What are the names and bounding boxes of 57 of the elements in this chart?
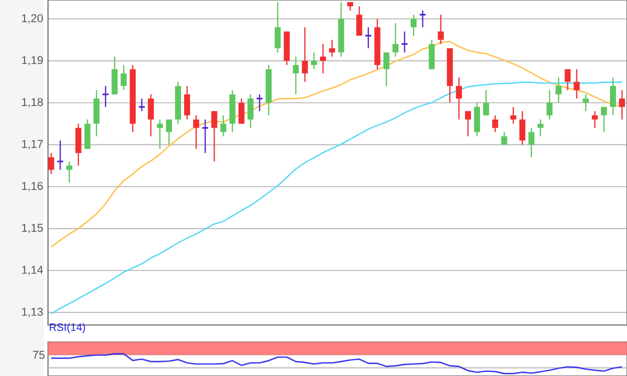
y-tick-label: 1,16 [22,182,43,192]
candlestick [537,118,544,137]
candlestick [220,114,226,137]
candlestick [166,118,172,146]
candlestick [610,76,616,116]
y-tick-label: 1,15 [22,224,43,234]
y-tick-label: 1,18 [22,98,43,108]
y-tick-label: 1,19 [22,56,43,66]
candlestick [600,106,607,133]
candlestick [574,68,580,100]
candlestick [248,94,254,129]
candlestick [456,76,462,120]
candlestick [320,43,326,74]
text: 75 [33,350,45,359]
candlestick [193,114,200,150]
candlestick [619,90,626,120]
candlestick [138,98,146,112]
candlestick [48,152,54,175]
candlestick [564,68,571,91]
candlestick [438,14,444,45]
candlestick [356,6,362,36]
candlestick [510,106,516,124]
candlestick [364,26,372,49]
candlestick [501,132,508,146]
candlestick [102,85,110,108]
candlestick [302,26,308,82]
candlestick [156,118,163,150]
candlestick [238,98,244,124]
candlestick [383,52,390,87]
candlestick [292,56,299,95]
candlestick [148,94,154,137]
candlestick [546,90,553,120]
candlestick [410,14,417,36]
candlestick [418,10,426,28]
candlestick [392,22,398,58]
candlestick [66,160,72,184]
candlestick [483,90,490,116]
y-tick-label: 1,17 [22,140,43,150]
candlestick [556,76,562,104]
y-tick-label: 1,13 [22,308,43,318]
candlestick [400,30,408,54]
candlestick [519,110,526,146]
candlestick [329,39,336,58]
candlestick [310,52,317,70]
y-tick-label: 1,14 [22,266,43,276]
candlestick [492,114,498,133]
y-tick-label: 1,20 [22,14,43,24]
candlestick [465,110,471,137]
candlestick [211,110,218,162]
chart-title: RSI(14) [50,323,86,334]
candlestick [256,94,264,112]
candlestick [184,85,190,120]
candlestick [592,110,598,129]
candlestick [120,64,127,91]
candlestick [528,127,534,158]
candlestick [582,94,589,112]
candlestick [274,2,281,54]
